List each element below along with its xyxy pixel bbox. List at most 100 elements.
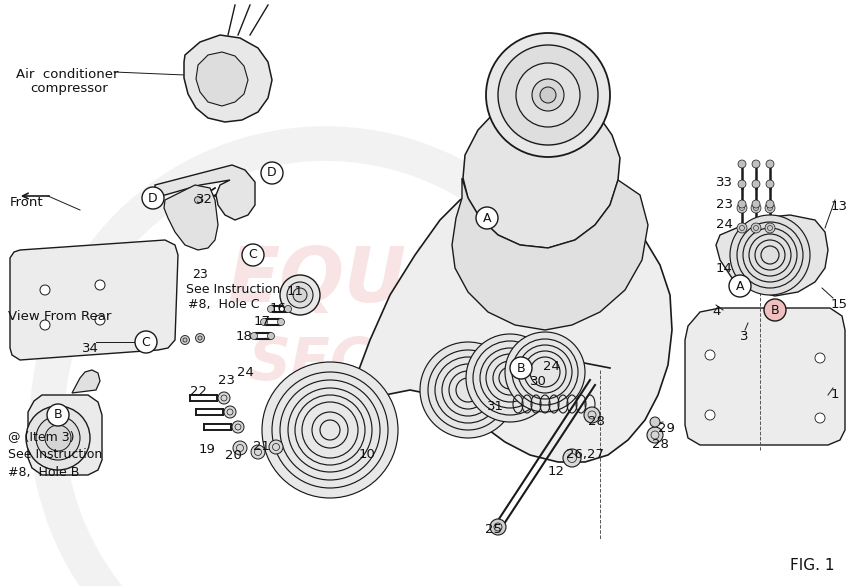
Text: FIG. 1: FIG. 1 — [790, 558, 835, 573]
Circle shape — [737, 203, 747, 213]
Text: D: D — [148, 192, 158, 205]
Circle shape — [730, 215, 810, 295]
Circle shape — [95, 315, 105, 325]
Text: 32: 32 — [196, 193, 213, 206]
Circle shape — [267, 305, 275, 312]
Circle shape — [40, 320, 50, 330]
Text: 23: 23 — [716, 198, 733, 211]
Circle shape — [293, 288, 307, 302]
Circle shape — [277, 319, 284, 325]
Circle shape — [752, 200, 760, 208]
Circle shape — [738, 200, 746, 208]
Text: B: B — [517, 362, 526, 374]
Circle shape — [142, 187, 164, 209]
Polygon shape — [155, 165, 255, 220]
Circle shape — [261, 162, 283, 184]
Text: Air  conditioner: Air conditioner — [16, 68, 118, 81]
Text: 31: 31 — [487, 400, 504, 413]
Polygon shape — [184, 35, 272, 122]
Text: C: C — [248, 248, 258, 261]
Circle shape — [232, 421, 244, 433]
Circle shape — [47, 404, 69, 426]
Circle shape — [766, 160, 774, 168]
Text: 30: 30 — [530, 375, 547, 388]
Text: 24: 24 — [716, 218, 733, 231]
Text: 28: 28 — [652, 438, 669, 451]
Circle shape — [181, 336, 189, 345]
Circle shape — [195, 333, 205, 342]
Text: #8,  Hole B: #8, Hole B — [8, 466, 80, 479]
Text: 23: 23 — [218, 374, 235, 387]
Circle shape — [751, 203, 761, 213]
Circle shape — [280, 275, 320, 315]
Circle shape — [135, 331, 157, 353]
Circle shape — [498, 45, 598, 145]
Circle shape — [269, 440, 283, 454]
Circle shape — [95, 280, 105, 290]
Text: @ (Item 3): @ (Item 3) — [8, 430, 74, 443]
Text: Front: Front — [10, 196, 44, 209]
Circle shape — [563, 449, 581, 467]
Circle shape — [584, 407, 600, 423]
Polygon shape — [452, 178, 648, 330]
Circle shape — [815, 413, 825, 423]
Text: B: B — [54, 408, 62, 421]
Circle shape — [287, 282, 313, 308]
Circle shape — [26, 406, 90, 470]
Circle shape — [420, 342, 516, 438]
Polygon shape — [164, 185, 218, 250]
Text: 33: 33 — [716, 176, 733, 189]
Text: 23: 23 — [192, 268, 208, 281]
Text: View From Rear: View From Rear — [8, 310, 111, 323]
Circle shape — [251, 445, 265, 459]
Circle shape — [765, 203, 775, 213]
Circle shape — [242, 244, 264, 266]
Polygon shape — [463, 95, 620, 248]
Text: 14: 14 — [716, 262, 733, 275]
Circle shape — [516, 63, 580, 127]
Text: See Instruction: See Instruction — [186, 283, 280, 296]
Circle shape — [486, 33, 610, 157]
Text: 29: 29 — [658, 422, 675, 435]
Polygon shape — [72, 370, 100, 393]
Text: SECRETS: SECRETS — [248, 335, 539, 392]
Text: 11: 11 — [287, 285, 304, 298]
Circle shape — [752, 160, 760, 168]
Polygon shape — [685, 308, 845, 445]
Text: 1: 1 — [831, 388, 840, 401]
Text: 13: 13 — [831, 200, 848, 213]
Circle shape — [729, 275, 751, 297]
Text: B: B — [770, 304, 779, 316]
Circle shape — [218, 392, 230, 404]
Text: 21: 21 — [253, 440, 270, 453]
Circle shape — [705, 410, 715, 420]
Text: D: D — [267, 166, 276, 179]
Text: 34: 34 — [82, 342, 99, 355]
Text: 25: 25 — [485, 523, 502, 536]
Circle shape — [815, 353, 825, 363]
Text: 22: 22 — [190, 385, 207, 398]
Circle shape — [738, 160, 746, 168]
Circle shape — [540, 87, 556, 103]
Text: 18: 18 — [236, 330, 253, 343]
Polygon shape — [196, 52, 248, 106]
Text: 24: 24 — [237, 366, 254, 379]
Text: A: A — [736, 280, 744, 292]
Text: compressor: compressor — [30, 82, 108, 95]
Circle shape — [267, 332, 275, 339]
Circle shape — [765, 223, 775, 233]
Circle shape — [510, 357, 532, 379]
Circle shape — [647, 427, 663, 443]
Text: 10: 10 — [359, 448, 376, 461]
Circle shape — [532, 79, 564, 111]
Circle shape — [505, 332, 585, 412]
Circle shape — [194, 196, 201, 203]
Circle shape — [251, 332, 258, 339]
Polygon shape — [340, 178, 672, 462]
Circle shape — [284, 305, 292, 312]
Circle shape — [36, 416, 80, 460]
Circle shape — [224, 406, 236, 418]
Text: See Instruction: See Instruction — [8, 448, 102, 461]
Text: 28: 28 — [588, 415, 605, 428]
Circle shape — [766, 200, 774, 208]
